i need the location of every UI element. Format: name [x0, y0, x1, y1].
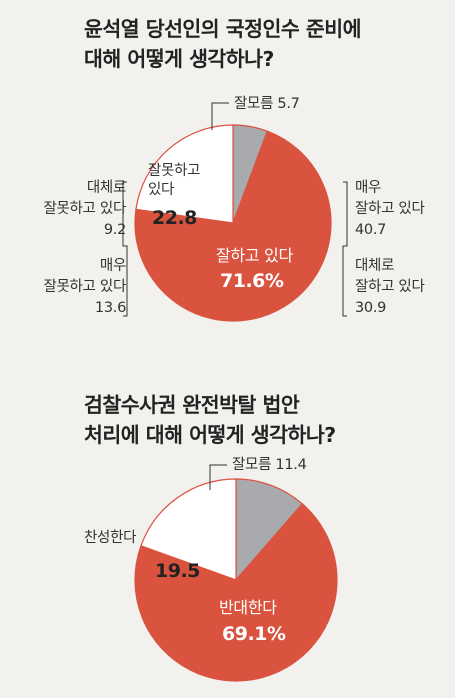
slice-value-support: 19.5: [155, 560, 200, 582]
slice-label-dontknow: 잘모름 5.7: [234, 96, 300, 112]
pie-slice-oppose: [134, 502, 338, 682]
leader-line-dontknow: [209, 464, 227, 490]
bracket-bad-lower: [123, 245, 128, 317]
breakdown-line: 9.2: [103, 222, 126, 238]
breakdown-line: 잘하고 있다: [355, 279, 425, 295]
breakdown-mostly-good: 대체로 잘하고 있다 30.9: [355, 256, 425, 319]
pie-slice-good: [134, 130, 332, 322]
pie-chart-inauguration-prep: 윤석열 당선인의 국정인수 준비에 대해 어떻게 생각하나? 잘모름 5.7 잘…: [43, 14, 425, 322]
breakdown-line: 30.9: [355, 300, 387, 316]
pie-slice-dontknow: [235, 478, 304, 582]
chart-title-line: 처리에 대해 어떻게 생각하나?: [84, 423, 336, 447]
chart-title-line: 검찰수사권 완전박탈 법안: [84, 393, 300, 417]
pie-chart-prosecution-bill: 검찰수사권 완전박탈 법안 처리에 대해 어떻게 생각하나? 잘모름 11.4 …: [0, 350, 455, 698]
leader-line-dontknow: [211, 102, 229, 130]
chart-title: 윤석열 당선인의 국정인수 준비에 대해 어떻게 생각하나?: [84, 14, 361, 74]
pie-slice-support: [140, 478, 237, 581]
slice-label-dontknow: 잘모름 11.4: [232, 457, 307, 473]
breakdown-very-good: 매우 잘하고 있다 40.7: [355, 178, 425, 241]
breakdown-line: 잘못하고 있다: [43, 201, 126, 217]
pie-slice-bad: [135, 124, 234, 224]
caption-line: 잘못하고: [148, 163, 201, 179]
breakdown-line: 대체로: [355, 258, 395, 274]
slice-label-good-caption: 잘하고 있다: [216, 246, 293, 265]
breakdown-line: 매우: [355, 180, 382, 196]
breakdown-line: 잘못하고 있다: [43, 279, 126, 295]
slice-value-bad: 22.8: [152, 207, 197, 229]
breakdown-mostly-bad: 대체로 잘못하고 있다 9.2: [43, 178, 126, 241]
caption-line: 있다: [148, 182, 175, 198]
slice-value-oppose: 69.1%: [222, 623, 286, 645]
chart-title-line: 윤석열 당선인의 국정인수 준비에: [84, 17, 361, 41]
slice-label-bad-caption: 잘못하고 있다: [148, 162, 200, 200]
slice-value-good: 71.6%: [220, 270, 284, 292]
breakdown-very-bad: 매우 잘못하고 있다 13.6: [43, 256, 126, 319]
chart-title-line: 대해 어떻게 생각하나?: [84, 47, 274, 71]
chart-title: 검찰수사권 완전박탈 법안 처리에 대해 어떻게 생각하나?: [84, 390, 336, 450]
bracket-good: [343, 181, 348, 247]
breakdown-line: 40.7: [355, 222, 387, 238]
breakdown-line: 매우: [99, 258, 126, 274]
pie-graphic: [122, 102, 348, 322]
pie-graphic: [134, 464, 338, 682]
slice-label-oppose-caption: 반대한다: [219, 598, 277, 617]
breakdown-line: 13.6: [94, 300, 126, 316]
breakdown-line: 잘하고 있다: [355, 201, 425, 217]
breakdown-line: 대체로: [86, 180, 126, 196]
slice-label-support: 찬성한다: [84, 530, 137, 546]
bracket-good-lower: [342, 245, 347, 317]
